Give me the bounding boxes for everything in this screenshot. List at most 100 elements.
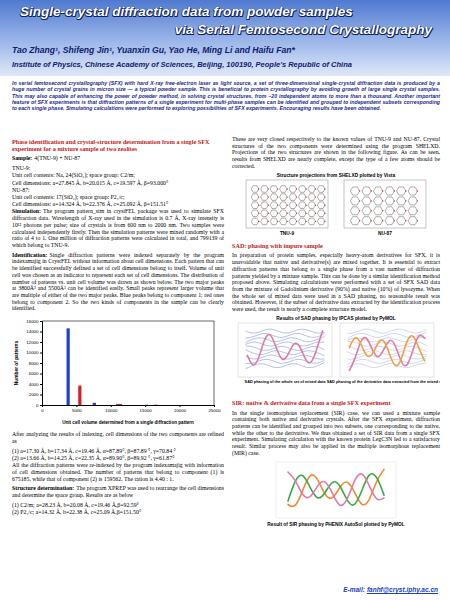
structure-ring [251, 186, 259, 193]
density-mesh [246, 346, 325, 350]
structure-ring [298, 194, 306, 201]
structure-atom [305, 205, 306, 206]
paragraph-text: In preparation of protein samples, espec… [232, 252, 440, 312]
paragraph-text: All the diffraction patterns were re-ind… [12, 462, 224, 481]
paragraph: In preparation of protein samples, espec… [232, 252, 440, 312]
structure-atom [277, 188, 278, 189]
structure-atom [417, 190, 418, 191]
bars [67, 329, 158, 406]
tick-label: 10000 [105, 408, 118, 413]
paragraph: (1) C2/m; a=28.23 Å, b=20.08 Å, c=19.46 … [12, 502, 224, 509]
bar [154, 404, 157, 405]
structure-ring [251, 210, 259, 217]
structure-ring [373, 187, 382, 195]
structure-atom [417, 220, 418, 221]
structure-atom [296, 188, 297, 189]
paragraph: These are very closed respectively to th… [232, 136, 440, 170]
structure-ring [280, 186, 288, 193]
structure-atom [394, 220, 395, 221]
paragraph: All the diffraction patterns were re-ind… [12, 462, 224, 482]
ribbon [247, 331, 322, 365]
structure-atom [359, 220, 360, 221]
structure-atom [268, 188, 269, 189]
structure-ring [280, 210, 288, 217]
section-heading: SAD: phasing with impure sample [232, 242, 440, 249]
title-line: Single-crystal diffraction data from pow… [20, 4, 353, 19]
structure-ring [408, 207, 417, 215]
density-mesh [246, 337, 325, 343]
structure-ring [289, 218, 297, 225]
structure-ring [261, 202, 269, 209]
paragraph: (1) a=17.30 Å, b=17.34 Å, c=19.46 Å, α=8… [12, 448, 224, 455]
structure-atom [258, 221, 259, 222]
structure-atom [324, 205, 325, 206]
axis-line [40, 322, 43, 406]
structure-atom [268, 205, 269, 206]
abstract: In serial femtosecond crystallography (S… [12, 80, 440, 112]
figure-caption: NU-87 [378, 231, 392, 236]
phasing-panel [340, 323, 434, 377]
structure-atom [286, 205, 287, 206]
figure-title: Result of SIR phasing by PHENIX AutoSol … [232, 522, 440, 528]
structure-atom [268, 197, 269, 198]
panel-frame [246, 180, 328, 228]
paragraph: TNU-9: [12, 165, 224, 172]
plot-frame [214, 321, 215, 405]
structure-atom [258, 197, 259, 198]
structure-ring [317, 186, 325, 193]
figure-art [232, 460, 440, 522]
structure-panel [246, 180, 328, 228]
structure-atom [382, 220, 383, 221]
structure-atom [324, 197, 325, 198]
structure-ring [385, 207, 394, 215]
density-mesh [348, 329, 427, 334]
tick: 10000 [105, 405, 118, 413]
structure-ring [362, 187, 371, 195]
bar [67, 329, 70, 406]
tick: 5000 [72, 405, 82, 413]
email-label: E-mail: [343, 586, 365, 593]
structure-ring [298, 186, 306, 193]
institute: Institute of Physics, Chinese Academy of… [12, 60, 352, 69]
structure-ring [261, 194, 269, 201]
structure-atom [359, 200, 360, 201]
tick: 10000 [26, 351, 42, 356]
figure: Structure projections from SHELXD plotte… [232, 173, 440, 239]
tick-label: 0 [41, 408, 44, 413]
structure-ring [317, 218, 325, 225]
panel-frame [340, 323, 434, 377]
figure: Results of SAD phasing by IPCAS plotted … [232, 316, 440, 396]
tick-label: 16000 [26, 319, 39, 324]
tick-label: 15000 [140, 408, 153, 413]
panel-frame [276, 462, 396, 518]
tick-label: 10000 [26, 351, 39, 356]
structure-ring [261, 210, 269, 217]
paragraph-label: Simulation: [12, 208, 41, 214]
structure-ring [270, 210, 278, 217]
structure-atom [268, 213, 269, 214]
x-axis-title: Unit cell volume determined from a singl… [62, 420, 194, 425]
structure-atom [286, 188, 287, 189]
structure-atom [359, 210, 360, 211]
structure-ring [397, 187, 406, 195]
tick: 0 [36, 403, 42, 408]
structure-atom [296, 221, 297, 222]
structure-ring [280, 194, 288, 201]
density-mesh [246, 342, 325, 346]
ribbon [288, 469, 384, 506]
paragraph: (2) P2₁/c; a=14.32 Å, b=22.38 Å, c=25.09… [12, 509, 224, 516]
structure-ring [251, 202, 259, 209]
tick-label: 4000 [29, 382, 39, 387]
structure-atom [370, 200, 371, 201]
tick-label: 14000 [26, 330, 39, 335]
panel-frame [238, 323, 332, 377]
tick-mark [40, 332, 42, 333]
figure-caption: SAD phasing of the derivative data extra… [327, 379, 440, 384]
structure-ring [289, 202, 297, 209]
tick-mark [40, 384, 42, 385]
structure-ring [270, 218, 278, 225]
density-mesh [348, 351, 427, 355]
tick-label: 2000 [29, 393, 39, 398]
paragraph-text: The program pattern_sim in crystFEL pack… [12, 208, 224, 248]
structure-ring [261, 218, 269, 225]
